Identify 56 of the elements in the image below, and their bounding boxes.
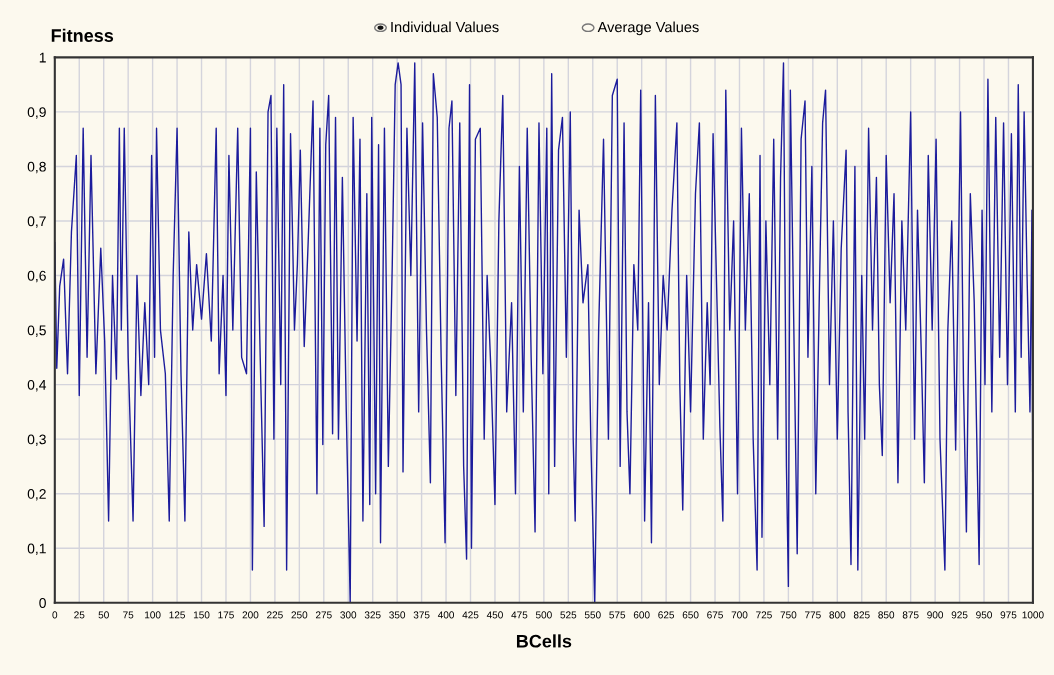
x-tick-label: 425 — [462, 611, 479, 619]
x-tick-label: 250 — [291, 611, 308, 619]
x-tick-label: 650 — [682, 611, 699, 619]
y-axis-title: Fitness — [51, 28, 114, 42]
x-tick-label: 125 — [169, 611, 185, 619]
x-tick-label: 750 — [780, 611, 797, 619]
y-tick-label: 1 — [39, 52, 46, 63]
x-tick-label: 675 — [707, 611, 723, 619]
x-tick-label: 525 — [560, 611, 577, 619]
x-tick-label: 900 — [927, 611, 944, 619]
x-tick-label: 25 — [74, 611, 85, 619]
x-tick-label: 50 — [98, 611, 109, 619]
y-tick-label: 0,1 — [27, 543, 46, 556]
x-tick-label: 275 — [315, 611, 332, 619]
x-tick-label: 350 — [389, 611, 406, 619]
y-tick-label: 0,5 — [27, 325, 46, 337]
x-tick-label: 725 — [756, 611, 772, 619]
x-tick-label: 600 — [633, 611, 650, 619]
x-tick-label: 100 — [145, 611, 161, 619]
x-tick-label: 450 — [486, 611, 503, 619]
text: Average Values — [597, 21, 699, 36]
x-axis-title: BCells — [516, 634, 572, 648]
x-tick-label: 225 — [267, 611, 283, 619]
x-tick-label: 975 — [1000, 611, 1017, 619]
y-tick-label: 0,7 — [27, 216, 46, 228]
x-tick-label: 850 — [878, 611, 895, 619]
x-tick-label: 800 — [829, 611, 846, 619]
x-tick-label: 325 — [364, 611, 381, 619]
y-tick-label: 0,9 — [27, 107, 46, 119]
x-tick-label: 400 — [437, 611, 454, 619]
x-tick-label: 775 — [805, 611, 821, 619]
x-tick-label: 475 — [511, 611, 528, 619]
x-tick-label: 175 — [218, 611, 234, 619]
x-tick-label: 150 — [193, 611, 210, 619]
x-tick-label: 500 — [535, 611, 552, 619]
x-tick-label: 700 — [731, 611, 748, 619]
text: Individual Values — [391, 21, 499, 33]
x-tick-label: 825 — [853, 611, 870, 619]
x-tick-label: 1000 — [1022, 611, 1044, 619]
x-tick-label: 875 — [902, 611, 919, 619]
x-tick-label: 625 — [658, 611, 675, 619]
x-tick-label: 375 — [413, 611, 430, 619]
y-tick-label: 0,3 — [27, 434, 46, 446]
y-tick-label: 0,2 — [27, 489, 46, 501]
x-tick-label: 200 — [242, 611, 259, 619]
x-tick-label: 550 — [584, 611, 601, 619]
y-tick-label: 0,4 — [27, 379, 47, 392]
x-tick-label: 300 — [340, 611, 357, 619]
x-tick-label: 950 — [976, 611, 992, 619]
y-tick-label: 0 — [39, 598, 46, 608]
y-tick-label: 0,6 — [27, 270, 46, 283]
x-tick-label: 925 — [951, 611, 968, 619]
y-tick-label: 0,8 — [27, 161, 46, 174]
x-tick-label: 575 — [609, 611, 626, 619]
x-tick-label: 75 — [123, 611, 134, 619]
x-tick-label: 0 — [52, 611, 58, 619]
